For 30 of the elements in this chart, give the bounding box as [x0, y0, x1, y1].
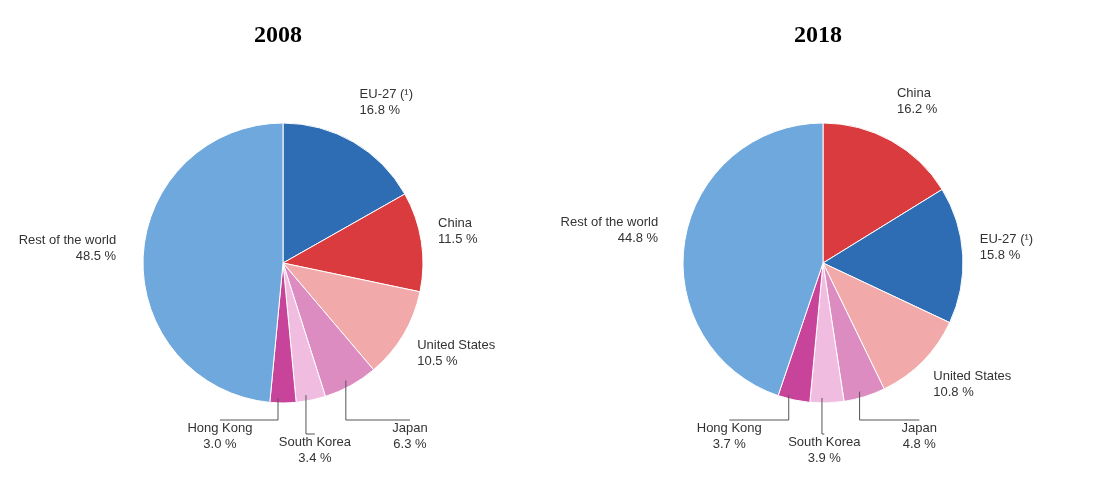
- chart-title: 2008: [254, 21, 302, 47]
- data-label: 10.8 %: [933, 383, 975, 399]
- data-label: 16.8 %: [359, 102, 401, 118]
- slice-label: United States: [417, 336, 496, 352]
- slice-label: Japan: [901, 420, 937, 435]
- data-label: 6.3 %: [393, 436, 428, 451]
- data-label: 10.5 %: [417, 352, 459, 368]
- data-label: 4.8 %: [902, 436, 937, 451]
- slice-label: Rest of the world: [560, 213, 659, 229]
- data-label: 11.5 %: [438, 231, 479, 247]
- data-label: 15.8 %: [979, 246, 1021, 262]
- chart-title: 2018: [794, 21, 842, 47]
- data-label: 44.8 %: [617, 229, 659, 245]
- data-label: 3.9 %: [807, 450, 842, 465]
- slice-label: China: [438, 215, 473, 231]
- data-label: 16.2 %: [896, 100, 938, 116]
- slice-label: Hong Kong: [696, 420, 762, 435]
- slice-label: Japan: [392, 420, 428, 435]
- slice-label: EU-27 (¹): [979, 230, 1034, 246]
- slice-label: South Korea: [788, 434, 862, 449]
- data-label: 3.7 %: [712, 436, 747, 451]
- data-label: 3.4 %: [298, 450, 333, 465]
- slice-label: Rest of the world: [18, 232, 117, 248]
- data-label: 48.5 %: [75, 248, 117, 264]
- slice-label: South Korea: [278, 434, 352, 449]
- slice-label: China: [896, 84, 932, 100]
- slice-label: Hong Kong: [187, 420, 253, 435]
- slice-label: United States: [933, 367, 1012, 383]
- data-label: 3.0 %: [203, 436, 238, 451]
- slice-label: EU-27 (¹): [359, 86, 414, 102]
